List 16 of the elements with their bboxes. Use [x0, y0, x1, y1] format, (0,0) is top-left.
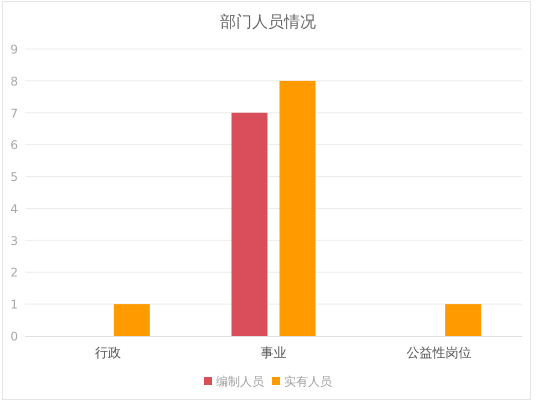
y-tick-label: 5 [10, 170, 18, 184]
y-tick-label: 9 [10, 42, 18, 56]
y-tick-label: 1 [10, 298, 18, 312]
y-tick-label: 6 [10, 138, 18, 152]
legend-label: 编制人员 [216, 374, 264, 388]
legend-label: 实有人员 [284, 374, 332, 388]
y-tick-label: 4 [10, 202, 18, 216]
x-tick-label: 公益性岗位 [406, 346, 472, 361]
chart-title: 部门人员情况 [220, 12, 316, 31]
y-tick-label: 7 [10, 106, 18, 120]
x-tick-label: 行政 [94, 346, 121, 361]
y-tick-label: 8 [10, 74, 18, 88]
x-tick-label: 事业 [260, 346, 286, 361]
y-tick-label: 2 [10, 266, 18, 280]
y-tick-label: 3 [10, 234, 18, 248]
y-tick-label: 0 [10, 330, 18, 344]
